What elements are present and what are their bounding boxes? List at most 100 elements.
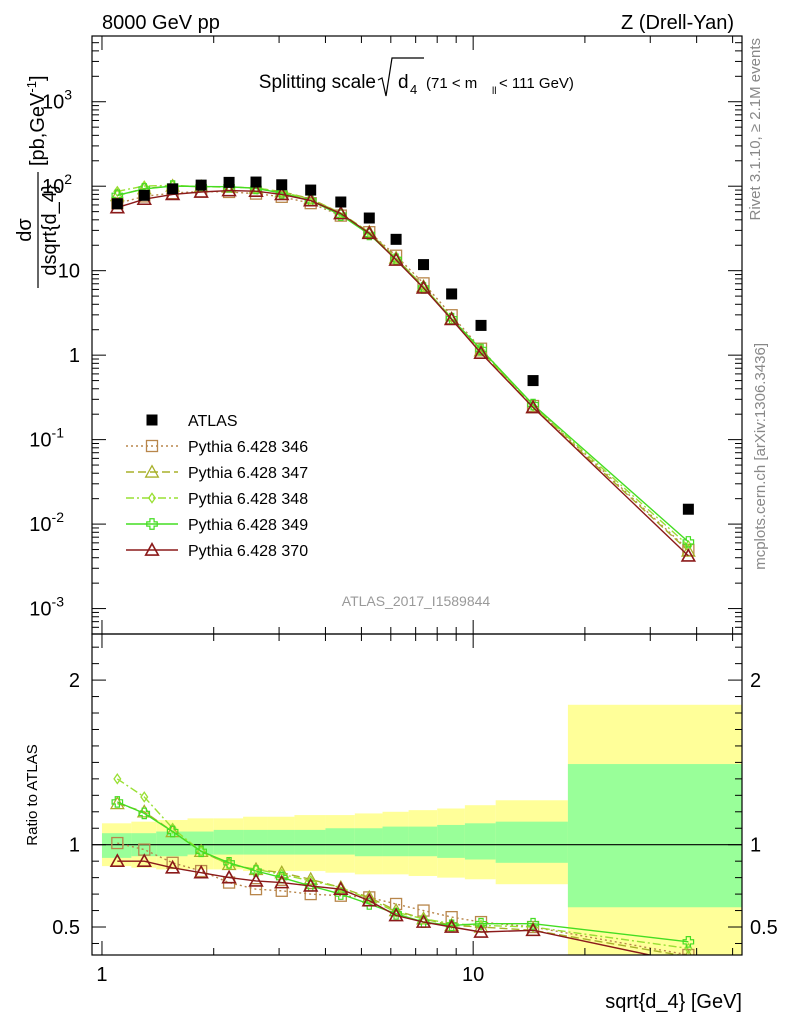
ratio-point [109, 853, 126, 868]
ratio-y-tick-label-right: 1 [750, 835, 761, 857]
data-point [195, 179, 207, 191]
legend-label: Pythia 6.428 349 [188, 517, 308, 534]
ratio-point [303, 877, 319, 892]
ratio-point [195, 845, 207, 858]
ratio-y-axis: 0.5 0.5 1 1 2 2 [52, 646, 778, 944]
series-line [117, 190, 689, 551]
legend-marker [146, 414, 158, 426]
legend-entry: Pythia 6.428 349 [126, 517, 308, 534]
ratio-point [138, 807, 151, 820]
series-point [443, 311, 460, 326]
legend-label: ATLAS [188, 413, 238, 430]
header-right-label: Z (Drell-Yan) [621, 12, 734, 34]
y-tick-base: 10 [29, 514, 51, 536]
legend-marker [146, 518, 158, 530]
ylabel-unit-close: ] [27, 75, 49, 81]
data-point [250, 176, 262, 188]
ratio-point [111, 836, 124, 850]
data-point [223, 176, 235, 188]
series-point [525, 399, 541, 414]
mcplots-label: mcplots.cern.ch [arXiv:1306.3436] [752, 343, 769, 570]
uncertainty-band-inner [156, 831, 188, 857]
title-cut-sub: ll [492, 86, 496, 97]
title-main: Splitting scale [259, 72, 376, 93]
y-tick-label: 10-1 [29, 425, 64, 452]
y-axis-label: dσ dsqrt{d_4} [pb,GeV-1] [14, 75, 61, 288]
ratio-line [117, 842, 689, 955]
series-pythia-6.428-370 [109, 182, 697, 562]
ratio-panel: 0.5 0.5 1 1 2 2 [52, 646, 778, 955]
data-point [305, 184, 317, 196]
uncertainty-band-inner [267, 829, 295, 855]
ratio-ylabel: Ratio to ATLAS [24, 744, 41, 845]
ratio-point [274, 874, 290, 889]
series-line [117, 189, 689, 557]
series-point [680, 547, 697, 562]
uncertainty-band-inner [495, 821, 568, 863]
ratio-point [250, 865, 262, 877]
series-point [682, 536, 695, 548]
title-sqrt-body: d [398, 72, 409, 93]
header-left-label: 8000 GeV pp [102, 12, 220, 34]
uncertainty-band-inner [294, 829, 326, 855]
ratio-point [248, 872, 264, 887]
ratio-y-tick-label: 0.5 [52, 917, 80, 939]
ratio-point [193, 864, 209, 879]
ratio-point [164, 859, 181, 874]
uncertainty-band-inner [213, 829, 244, 855]
y-tick-label: 10-3 [29, 594, 64, 621]
uncertainty-band-inner [382, 826, 409, 857]
series-point [415, 279, 432, 294]
uncertainty-band-inner [408, 826, 438, 857]
data-point [418, 259, 430, 271]
series-point [361, 225, 377, 240]
legend-label: Pythia 6.428 346 [188, 439, 308, 456]
data-point [276, 179, 288, 191]
ratio-panel-frame [91, 633, 743, 956]
y-tick-base: 10 [29, 430, 51, 452]
data-point [682, 503, 694, 515]
legend-marker [147, 492, 157, 504]
ratio-line [117, 860, 654, 955]
uncertainty-band-inner [243, 829, 268, 855]
y-tick-label: 1 [69, 345, 80, 367]
watermark: ATLAS_2017_I1589844 [342, 593, 491, 609]
ylabel-unit: [pb,GeV-1] [24, 75, 49, 166]
ratio-point [443, 919, 460, 933]
y-tick-label: 103 [42, 87, 72, 114]
x-tick-label: 1 [96, 964, 107, 986]
ratio-pythia-6.428-370 [109, 853, 654, 955]
ratio-point [221, 869, 237, 884]
ratio-bands [101, 704, 742, 955]
ratio-point [303, 871, 319, 885]
y-tick-label: 10 [58, 261, 80, 283]
y-tick-base: 10 [42, 176, 64, 198]
legend: ATLAS Pythia 6.428 346 Pythia 6.428 347 Pyt… [126, 413, 308, 560]
ratio-point [473, 923, 489, 938]
legend-marker [144, 542, 160, 556]
rivet-label: Rivet 3.1.10, ≥ 2.1M events [747, 38, 764, 221]
y-tick-exp: -3 [52, 594, 65, 610]
series-point [388, 251, 404, 266]
series-point [680, 543, 696, 557]
ratio-point [361, 892, 377, 907]
ratio-point [166, 825, 179, 838]
ratio-point [136, 853, 152, 868]
y-tick-exp: -1 [52, 425, 65, 441]
ylabel-bottom: dsqrt{d_4} [39, 184, 61, 276]
series-line [117, 185, 689, 543]
ratio-y-tick-label-right: 0.5 [750, 917, 778, 939]
uncertainty-band-inner [567, 764, 742, 908]
y-tick-label: 10-2 [29, 509, 64, 536]
legend-entry: ATLAS [146, 413, 238, 430]
data-point [363, 212, 375, 224]
data-point [335, 196, 347, 208]
legend-entry: Pythia 6.428 348 [126, 491, 308, 508]
legend-entry: Pythia 6.428 370 [126, 542, 308, 560]
data-point [527, 375, 539, 387]
ylabel-unit-text: [pb,GeV [27, 92, 49, 166]
uncertainty-band-inner [354, 828, 383, 857]
ratio-series [109, 773, 695, 955]
series-atlas [111, 176, 694, 515]
